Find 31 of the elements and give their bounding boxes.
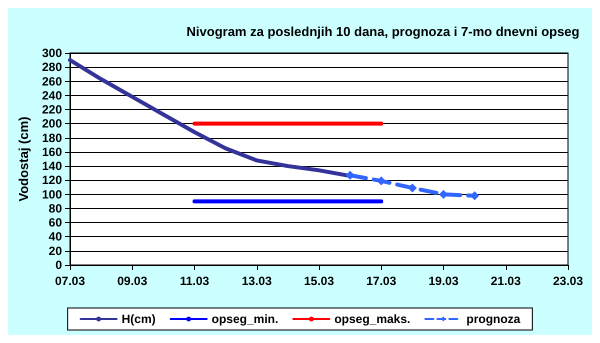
x-tick-label: 09.03 xyxy=(117,274,148,288)
legend-label: H(cm) xyxy=(122,312,156,326)
x-tick-label: 21.03 xyxy=(490,274,522,288)
y-tick-label: 300 xyxy=(42,46,62,60)
y-tick-label: 60 xyxy=(48,216,62,230)
legend-label: opseg_min. xyxy=(212,312,278,326)
y-tick-label: 0 xyxy=(55,258,62,272)
x-tick-label: 07.03 xyxy=(54,274,86,288)
y-tick-label: 240 xyxy=(42,88,62,102)
x-tick-label: 11.03 xyxy=(180,274,210,288)
y-tick-label: 140 xyxy=(42,159,62,174)
y-tick-label: 280 xyxy=(42,60,62,74)
y-tick-label: 260 xyxy=(42,74,62,88)
y-tick-label: 200 xyxy=(42,116,62,131)
y-tick-label: 20 xyxy=(48,244,62,258)
chart-title: Nivogram za poslednjih 10 dana, prognoza i 7-mo dnevni opseg xyxy=(186,24,580,39)
x-tick-label: 19.03 xyxy=(428,274,459,288)
y-tick-label: 40 xyxy=(48,230,62,244)
x-tick-label: 15.03 xyxy=(304,274,334,288)
y-axis-title: Vodostaj (cm) xyxy=(16,116,31,202)
x-tick-label: 13.03 xyxy=(242,274,272,288)
y-tick-label: 80 xyxy=(48,201,62,216)
y-tick-label: 180 xyxy=(42,130,62,145)
legend-label: opseg_maks. xyxy=(334,312,410,326)
x-tick-label: 23.03 xyxy=(552,274,584,288)
y-tick-label: 160 xyxy=(42,144,62,159)
y-tick-label: 120 xyxy=(42,173,62,188)
y-tick-label: 100 xyxy=(42,187,62,202)
x-tick-label: 17.03 xyxy=(366,274,397,288)
y-tick-label: 220 xyxy=(42,102,62,117)
legend-label: prognoza xyxy=(466,312,521,326)
